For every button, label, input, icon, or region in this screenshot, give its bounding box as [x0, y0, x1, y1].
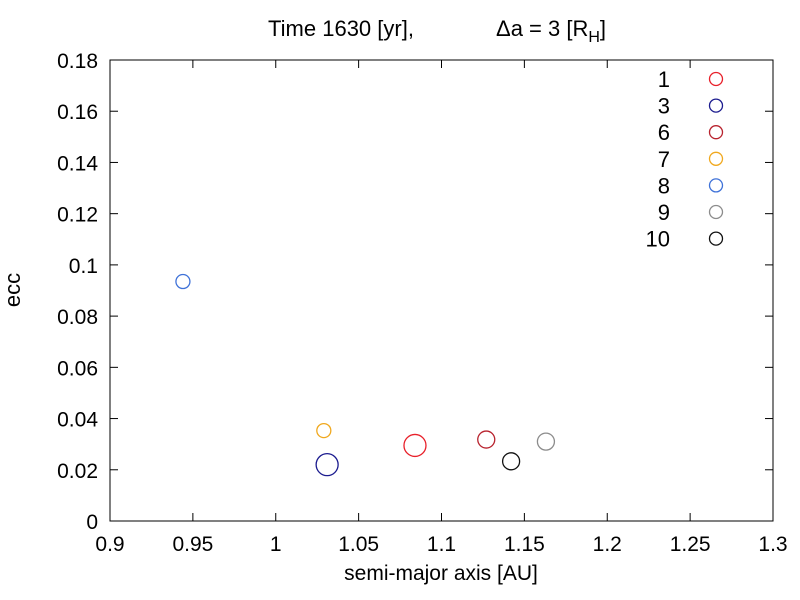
- data-point-9: [536, 432, 556, 451]
- y-tick-label: 0.1: [69, 255, 98, 278]
- x-tick-label: 1.1: [427, 533, 456, 556]
- y-tick-label: 0.06: [57, 357, 98, 380]
- data-points: [175, 273, 556, 477]
- y-tick-label: 0.14: [57, 152, 98, 175]
- legend-marker-8: [708, 178, 724, 193]
- x-tick-label: 1: [270, 533, 282, 556]
- axis-tick-labels: 0.9 0.95 1 1.05 1.1 1.15 1.2 1.25 1.3 0 0.02 0.04 0.…: [57, 50, 787, 556]
- legend-marker-1: [708, 71, 724, 87]
- x-axis-label: semi-major axis [AU]: [344, 562, 538, 585]
- x-tick-label: 1.25: [670, 533, 711, 556]
- legend-label-3: 3: [658, 94, 670, 119]
- x-tick-label: 0.9: [95, 533, 124, 556]
- legend-marker-3: [708, 98, 724, 113]
- legend-marker-6: [708, 125, 724, 140]
- y-tick-label: 0.04: [57, 409, 98, 432]
- chart-title-delta-text: Δa = 3 [R: [496, 16, 588, 41]
- legend-label-1: 1: [658, 67, 670, 92]
- x-tick-label: 0.95: [172, 533, 213, 556]
- data-point-10: [501, 452, 521, 471]
- data-point-8: [175, 273, 191, 290]
- axis-ticks: [109, 59, 774, 522]
- y-tick-label: 0: [86, 511, 98, 534]
- data-point-6: [477, 430, 496, 449]
- y-tick-label: 0.02: [57, 460, 98, 483]
- y-tick-label: 0.16: [57, 101, 98, 124]
- data-point-7: [316, 422, 332, 439]
- y-tick-label: 0.18: [57, 50, 98, 73]
- x-tick-label: 1.2: [593, 533, 622, 556]
- legend-label-8: 8: [658, 173, 670, 198]
- data-point-1: [403, 433, 427, 458]
- x-tick-label: 1.05: [338, 533, 379, 556]
- legend-marker-9: [708, 204, 724, 220]
- plot-area-frame: [109, 59, 774, 522]
- legend-marker-7: [708, 151, 724, 166]
- legend-label-9: 9: [658, 200, 670, 225]
- x-tick-label: 1.15: [504, 533, 545, 556]
- chart-title-delta-close: ]: [600, 16, 606, 41]
- x-tick-label: 1.3: [758, 533, 787, 556]
- y-tick-label: 0.08: [57, 306, 98, 329]
- y-tick-label: 0.12: [57, 204, 98, 227]
- legend-label-6: 6: [658, 120, 670, 145]
- legend-label-7: 7: [658, 147, 670, 172]
- chart-title-time: Time 1630 [yr],: [268, 16, 414, 41]
- chart-title-delta: Δa = 3 [RH]: [496, 16, 606, 46]
- y-axis-label: ecc: [0, 273, 25, 307]
- data-point-3: [315, 453, 339, 477]
- legend-label-10: 10: [646, 227, 670, 252]
- legend-marker-10: [708, 231, 724, 246]
- chart-title-delta-subscript: H: [588, 29, 600, 46]
